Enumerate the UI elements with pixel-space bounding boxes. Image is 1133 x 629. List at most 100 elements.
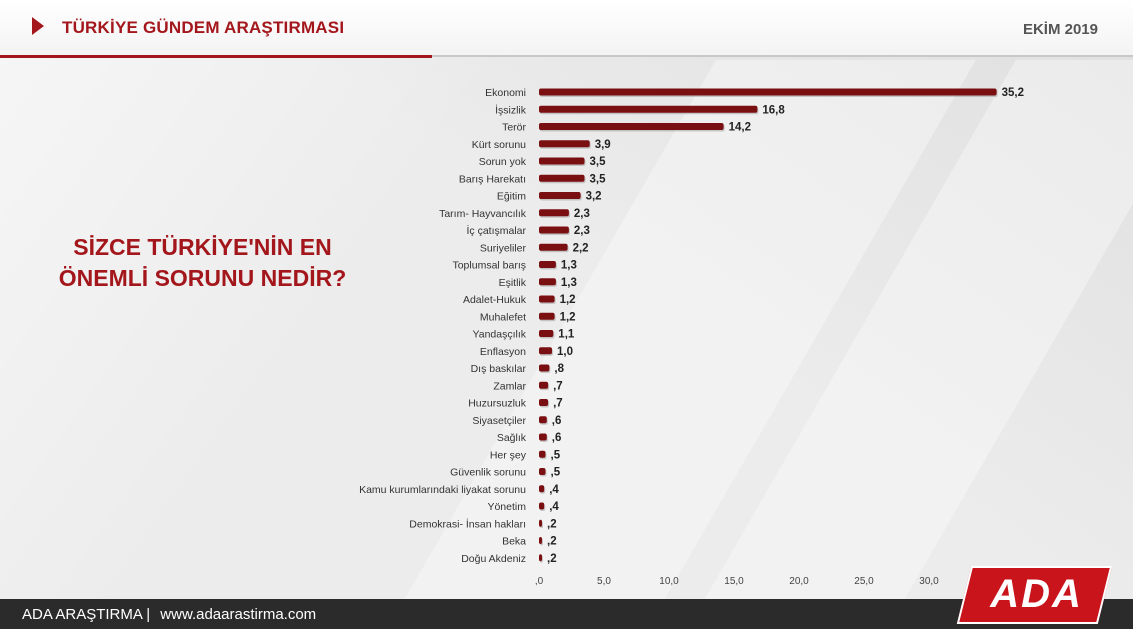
category-label: Kamu kurumlarındaki liyakat sorunu	[359, 484, 526, 496]
value-label: ,5	[551, 467, 561, 479]
bar	[539, 399, 549, 406]
value-label: ,6	[552, 415, 562, 427]
value-label: 35,2	[1002, 87, 1024, 99]
bar	[539, 209, 569, 217]
value-label: 2,3	[574, 225, 590, 237]
question-line-2: ÖNEMLİ SORUNU NEDİR?	[58, 265, 347, 291]
category-label: Doğu Akdeniz	[461, 553, 526, 565]
bar	[539, 312, 555, 320]
value-label: 1,0	[557, 346, 573, 358]
bar	[539, 278, 556, 286]
value-label: ,4	[549, 484, 559, 496]
bar	[539, 537, 542, 544]
value-label: ,4	[549, 501, 559, 513]
x-tick-label: 25,0	[854, 576, 874, 587]
bar	[539, 450, 546, 458]
bar	[539, 485, 545, 493]
header-accent-line	[0, 55, 432, 58]
bar	[539, 174, 585, 182]
value-label: 1,1	[558, 329, 575, 341]
bar	[539, 416, 547, 424]
category-label: İç çatışmalar	[466, 224, 526, 237]
logo-text: ADA	[990, 572, 1083, 616]
category-label: Barış Harekatı	[459, 173, 526, 185]
category-label: Kürt sorunu	[472, 139, 526, 151]
category-label: Tarım- Hayvancılık	[439, 208, 527, 220]
value-label: ,6	[552, 432, 562, 444]
value-label: ,8	[554, 363, 564, 375]
header-divider	[0, 55, 1133, 57]
bar	[539, 123, 724, 130]
value-label: 1,2	[560, 294, 576, 306]
category-label: Güvenlik sorunu	[450, 467, 526, 479]
play-arrow-icon	[32, 17, 44, 35]
value-label: 2,3	[574, 208, 590, 220]
value-label: 3,5	[590, 173, 607, 185]
value-label: 1,3	[561, 260, 577, 272]
page-title: TÜRKİYE GÜNDEM ARAŞTIRMASI	[62, 18, 345, 37]
value-label: ,7	[553, 380, 563, 392]
bar	[539, 192, 581, 199]
category-label: Yönetim	[487, 501, 526, 513]
footer-brand: ADA ARAŞTIRMA |	[22, 606, 151, 623]
footer-url-link[interactable]: www.adaarastirma.com	[160, 606, 317, 623]
category-label: Zamlar	[493, 380, 526, 392]
value-label: 1,2	[560, 311, 576, 323]
bar	[539, 381, 549, 389]
category-label: Beka	[502, 536, 526, 548]
bar	[539, 364, 550, 372]
value-label: 3,2	[586, 191, 602, 203]
category-label: İşsizlik	[495, 103, 527, 116]
bar	[539, 140, 590, 148]
category-label: Sorun yok	[479, 156, 527, 168]
value-label: ,7	[553, 398, 563, 410]
bar	[539, 105, 758, 113]
value-label: ,2	[547, 553, 557, 565]
category-label: Ekonomi	[485, 87, 526, 99]
category-label: Muhalefet	[480, 311, 526, 323]
bar	[539, 157, 585, 165]
bar	[539, 347, 552, 355]
value-label: ,2	[547, 536, 557, 548]
value-label: 16,8	[762, 104, 785, 116]
x-tick-label: ,0	[535, 576, 544, 587]
category-label: Her şey	[490, 449, 527, 461]
category-label: Toplumsal barış	[452, 260, 526, 272]
category-label: Eşitlik	[499, 277, 527, 289]
bar	[539, 261, 556, 268]
category-label: Dış baskılar	[471, 363, 527, 375]
category-label: Sağlık	[497, 432, 527, 444]
category-label: Enflasyon	[480, 346, 526, 358]
bar	[539, 226, 569, 234]
x-tick-label: 15,0	[724, 576, 744, 587]
x-tick-label: 30,0	[919, 576, 939, 587]
bar	[539, 330, 554, 337]
category-label: Demokrasi- İnsan hakları	[409, 517, 526, 530]
bar	[539, 243, 568, 251]
category-label: Terör	[502, 122, 526, 134]
value-label: ,2	[547, 518, 557, 530]
report-date: EKİM 2019	[1022, 21, 1098, 38]
bar	[539, 295, 555, 303]
category-label: Yandaşçılık	[473, 329, 527, 341]
bar	[539, 468, 546, 475]
value-label: 1,3	[561, 277, 577, 289]
value-label: 3,9	[595, 139, 611, 151]
value-label: 3,5	[590, 156, 607, 168]
bar	[539, 554, 542, 562]
category-label: Siyasetçiler	[472, 415, 526, 427]
bar	[539, 433, 547, 441]
category-label: Adalet-Hukuk	[463, 294, 527, 306]
footer-bar: ADA ARAŞTIRMA | www.adaarastirma.com	[0, 599, 1133, 629]
bar-chart: Ekonomi 35,2 İşsizlik 16,8 Terör 14,2 Kürt sor…	[359, 87, 1069, 587]
question-text: SİZCE TÜRKİYE'NİN EN ÖNEMLİ SORUNU NEDİR…	[30, 232, 375, 294]
ada-logo: ADA	[956, 566, 1113, 624]
x-tick-label: 10,0	[659, 576, 679, 587]
question-line-1: SİZCE TÜRKİYE'NİN EN	[73, 234, 332, 260]
header-bar: TÜRKİYE GÜNDEM ARAŞTIRMASI EKİM 2019	[0, 0, 1133, 57]
category-label: Suriyeliler	[480, 242, 527, 254]
value-label: 14,2	[729, 122, 751, 134]
x-tick-label: 5,0	[597, 576, 611, 587]
footer-text: ADA ARAŞTIRMA | www.adaarastirma.com	[22, 606, 316, 623]
